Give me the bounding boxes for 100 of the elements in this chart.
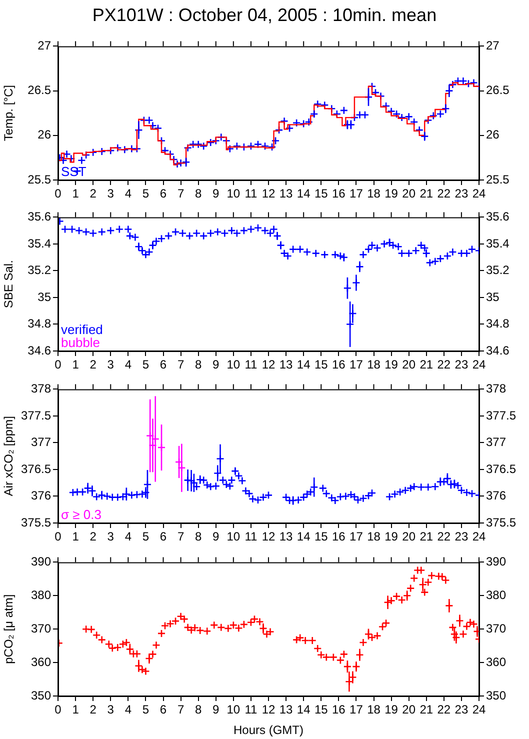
x-tick-label: 21	[420, 358, 434, 372]
x-tick-label: 24	[472, 702, 486, 717]
x-tick-label: 2	[90, 186, 97, 201]
y-tick-label: 376	[30, 488, 52, 503]
x-tick-label: 14	[296, 530, 311, 544]
x-tick-label: 20	[402, 186, 416, 201]
x-tick-label: 13	[279, 702, 294, 717]
x-tick-label: 18	[367, 358, 381, 372]
x-tick-label: 0	[54, 702, 62, 717]
y2-tick-label: 390	[486, 554, 506, 569]
x-tick-label: 15	[314, 358, 328, 372]
x-tick-label: 4	[124, 530, 132, 544]
x-tick-label: 18	[367, 702, 381, 717]
x-tick-label: 8	[194, 702, 202, 717]
x-tick-label: 5	[142, 702, 150, 717]
x-tick-label: 15	[314, 530, 328, 544]
x-tick-label: 22	[437, 186, 451, 201]
x-tick-label: 7	[177, 530, 184, 544]
y-tick-label: 390	[30, 554, 52, 569]
y2-tick-label: 380	[486, 588, 506, 602]
x-tick-label: 11	[244, 358, 258, 372]
y-tick-label: 378	[30, 382, 52, 396]
y2-tick-label: 35.4	[486, 236, 510, 250]
y2-tick-label: 27	[486, 38, 500, 53]
y-tick-label: 34.8	[28, 316, 52, 331]
y-axis-title: Temp. [°C]	[2, 85, 16, 142]
y2-tick-label: 350	[486, 688, 506, 702]
x-tick-label: 2	[90, 358, 97, 372]
x-tick-label: 8	[194, 358, 202, 372]
x-tick-label: 19	[384, 186, 398, 201]
x-tick-label: 18	[367, 186, 381, 201]
x-tick-label: 12	[262, 186, 276, 201]
x-tick-label: 18	[367, 530, 381, 544]
y-tick-label: 360	[30, 654, 52, 669]
x-tick-label: 1	[72, 530, 80, 544]
y-tick-label: 27	[38, 38, 52, 53]
x-tick-label: 6	[160, 358, 167, 372]
y2-tick-label: 376.5	[486, 462, 516, 476]
x-tick-label: 17	[350, 358, 364, 372]
x-tick-label: 23	[454, 530, 468, 544]
x-tick-label: 4	[124, 358, 132, 372]
legend-label: bubble	[61, 335, 100, 350]
x-tick-label: 13	[279, 358, 294, 372]
x-tick-label: 3	[107, 530, 114, 544]
y-axis-title: pCO₂ [μ atm]	[2, 594, 16, 664]
x-tick-label: 19	[384, 358, 398, 372]
y-tick-label: 25.5	[28, 172, 52, 186]
x-tick-label: 2	[90, 530, 97, 544]
x-tick-label: 24	[472, 530, 486, 544]
x-tick-label: 8	[194, 530, 202, 544]
x-tick-label: 16	[332, 530, 346, 544]
y2-tick-label: 26	[486, 128, 500, 142]
x-tick-label: 20	[402, 702, 416, 717]
y-axis-title: Air xCO₂ [ppm]	[2, 416, 16, 496]
x-tick-label: 20	[402, 358, 416, 372]
x-tick-label: 11	[244, 186, 258, 201]
x-tick-label: 0	[54, 358, 62, 372]
y-tick-label: 375.5	[20, 515, 52, 530]
y2-tick-label: 370	[486, 621, 506, 636]
y-tick-label: 35.2	[28, 263, 52, 278]
y-tick-label: 26.5	[28, 83, 52, 98]
y-tick-label: 35	[38, 290, 52, 304]
y2-tick-label: 378	[486, 382, 506, 396]
x-tick-label: 10	[226, 358, 240, 372]
y-tick-label: 35.6	[28, 210, 52, 224]
x-tick-label: 5	[142, 186, 150, 201]
x-tick-label: 3	[107, 186, 114, 201]
y2-tick-label: 35.6	[486, 210, 510, 224]
x-tick-label: 2	[90, 702, 97, 717]
x-tick-label: 23	[454, 702, 468, 717]
y2-tick-label: 35	[486, 290, 500, 304]
series-label: SST	[61, 164, 86, 179]
x-tick-label: 3	[107, 358, 114, 372]
x-tick-label: 10	[226, 530, 240, 544]
x-tick-label: 4	[124, 186, 132, 201]
y2-tick-label: 360	[486, 654, 506, 669]
x-tick-label: 19	[384, 530, 398, 544]
x-tick-label: 13	[279, 530, 294, 544]
y2-tick-label: 375.5	[486, 515, 516, 530]
x-tick-label: 6	[160, 530, 167, 544]
x-tick-label: 21	[420, 702, 434, 717]
x-tick-label: 24	[472, 358, 486, 372]
y-tick-label: 350	[30, 688, 52, 702]
x-tick-label: 0	[54, 530, 62, 544]
y2-tick-label: 35.2	[486, 263, 510, 278]
x-axis-title: Hours (GMT)	[234, 723, 304, 738]
x-tick-label: 8	[194, 186, 202, 201]
x-tick-label: 23	[454, 358, 468, 372]
x-tick-label: 11	[244, 702, 258, 717]
x-tick-label: 23	[454, 186, 468, 201]
x-tick-label: 5	[142, 530, 150, 544]
x-tick-label: 3	[107, 702, 114, 717]
x-tick-label: 15	[314, 186, 328, 201]
x-tick-label: 22	[437, 702, 451, 717]
x-tick-label: 7	[177, 358, 184, 372]
x-tick-label: 9	[212, 530, 220, 544]
y2-tick-label: 376	[486, 488, 506, 503]
x-tick-label: 12	[262, 530, 276, 544]
x-tick-label: 1	[72, 702, 80, 717]
x-tick-label: 1	[72, 186, 80, 201]
